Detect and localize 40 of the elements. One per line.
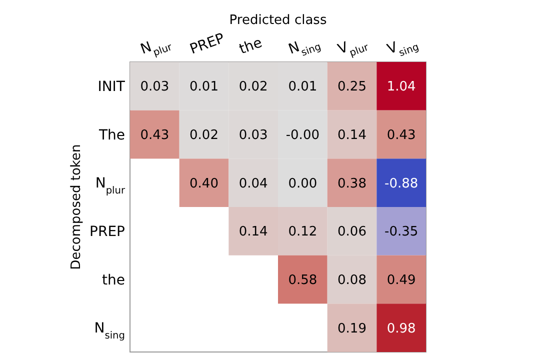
data-label: 0.02 bbox=[190, 128, 218, 144]
data-label: 0.25 bbox=[338, 80, 366, 95]
data-label: -0.00 bbox=[286, 128, 320, 144]
y-tick-label: the bbox=[102, 272, 125, 288]
data-label: 0.14 bbox=[338, 128, 366, 144]
data-label: 0.04 bbox=[238, 176, 268, 192]
data-label: 0.01 bbox=[190, 80, 218, 95]
y-tick-label: The bbox=[98, 127, 125, 144]
data-label: -0.88 bbox=[384, 176, 418, 192]
data-label: 0.98 bbox=[386, 321, 416, 336]
data-label: 0.49 bbox=[386, 273, 416, 288]
data-label: 0.12 bbox=[288, 224, 318, 240]
y-tick-label: N$_{plur}$ bbox=[95, 176, 126, 196]
x-tick-label: V$_{plur}$ bbox=[336, 39, 371, 59]
data-label: 1.04 bbox=[386, 80, 416, 95]
data-label: 0.08 bbox=[338, 273, 366, 288]
y-tick-label: INIT bbox=[98, 79, 126, 96]
x-axis-title: Predicted class bbox=[229, 13, 327, 28]
data-label: 0.43 bbox=[386, 128, 416, 144]
data-label: 0.58 bbox=[288, 273, 318, 288]
data-label: 0.38 bbox=[338, 176, 366, 192]
x-tick-label: V$_{sing}$ bbox=[385, 39, 420, 59]
data-label: 0.40 bbox=[190, 176, 218, 192]
x-tick-label: PREP bbox=[188, 30, 227, 58]
data-label: 0.02 bbox=[238, 80, 268, 95]
data-label: -0.35 bbox=[384, 224, 418, 240]
x-tick-label: N$_{sing}$ bbox=[286, 39, 322, 58]
data-label: 0.03 bbox=[238, 128, 268, 144]
data-label: 0.00 bbox=[288, 176, 318, 192]
data-label: 0.01 bbox=[288, 80, 318, 95]
data-label: 0.19 bbox=[338, 321, 366, 336]
x-tick-label: N$_{plur}$ bbox=[138, 39, 174, 58]
data-label: 0.14 bbox=[238, 224, 268, 240]
data-label: 0.43 bbox=[140, 128, 170, 144]
data-label: 0.03 bbox=[140, 80, 170, 95]
y-axis-title: Decomposed token bbox=[69, 144, 84, 270]
y-tick-label: PREP bbox=[90, 224, 125, 240]
y-tick-label: N$_{sing}$ bbox=[94, 320, 125, 342]
x-tick-label: the bbox=[237, 34, 264, 58]
data-label: 0.06 bbox=[338, 224, 366, 240]
